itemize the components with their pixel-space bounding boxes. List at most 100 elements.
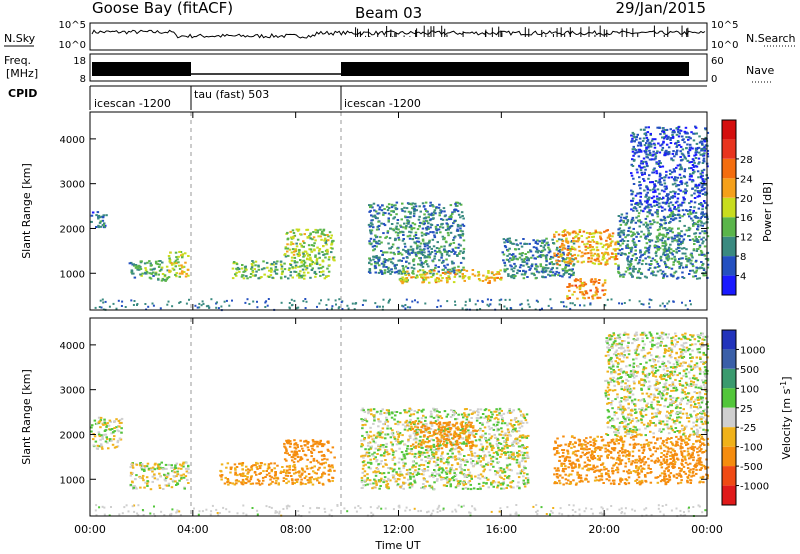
heatmap-cell	[275, 477, 278, 480]
heatmap-cell	[420, 276, 423, 279]
heatmap-cell	[631, 216, 635, 219]
heatmap-cell	[316, 231, 319, 234]
heatmap-cell	[574, 248, 577, 251]
heatmap-cell	[361, 467, 365, 470]
heatmap-cell	[641, 259, 645, 262]
heatmap-cell	[685, 147, 688, 150]
heatmap-cell	[619, 223, 623, 226]
heatmap-cell	[657, 163, 660, 165]
heatmap-cell	[693, 215, 697, 218]
heatmap-cell	[243, 269, 247, 272]
heatmap-cell	[663, 260, 666, 263]
heatmap-cell	[694, 211, 698, 214]
heatmap-cell	[261, 476, 265, 479]
heatmap-cell	[604, 289, 607, 292]
heatmap-cell	[440, 279, 443, 282]
heatmap-cell	[414, 234, 418, 236]
heatmap-cell	[226, 481, 229, 484]
heatmap-cell	[646, 138, 650, 141]
heatmap-cell	[305, 465, 308, 468]
heatmap-cell	[612, 248, 616, 251]
heatmap-cell	[459, 480, 462, 483]
heatmap-cell	[288, 468, 291, 471]
heatmap-cell	[346, 304, 349, 307]
heatmap-cell	[130, 299, 133, 302]
heatmap-cell	[465, 418, 469, 421]
heatmap-cell	[305, 300, 308, 303]
heatmap-cell	[353, 308, 356, 311]
heatmap-cell	[676, 197, 680, 200]
heatmap-cell	[386, 209, 390, 212]
heatmap-cell	[115, 307, 118, 310]
heatmap-cell	[534, 250, 538, 253]
heatmap-cell	[234, 468, 237, 471]
heatmap-cell	[399, 440, 403, 443]
heatmap-cell	[256, 300, 258, 303]
heatmap-cell	[579, 304, 581, 307]
heatmap-cell	[681, 271, 684, 274]
heatmap-cell	[614, 255, 618, 258]
heatmap-cell	[102, 423, 105, 426]
heatmap-cell	[622, 221, 625, 224]
heatmap-cell	[167, 276, 171, 279]
heatmap-cell	[688, 148, 691, 151]
heatmap-cell	[509, 264, 512, 267]
heatmap-cell	[655, 235, 659, 238]
heatmap-cell	[699, 153, 702, 156]
heatmap-cell	[148, 260, 151, 263]
heatmap-cell	[262, 260, 265, 263]
heatmap-cell	[380, 472, 384, 475]
heatmap-cell	[701, 178, 704, 181]
heatmap-cell	[656, 262, 660, 265]
heatmap-cell	[496, 276, 500, 279]
heatmap-cell	[671, 196, 674, 199]
heatmap-cell	[252, 464, 255, 467]
heatmap-cell	[299, 483, 303, 486]
heatmap-cell	[422, 473, 425, 476]
heatmap-cell	[249, 273, 253, 275]
heatmap-cell	[623, 216, 626, 219]
heatmap-cell	[632, 231, 635, 234]
heatmap-cell	[698, 203, 701, 205]
heatmap-cell	[412, 475, 415, 478]
heatmap-cell	[520, 258, 524, 261]
heatmap-cell	[375, 484, 378, 486]
heatmap-cell	[521, 260, 524, 263]
heatmap-cell	[656, 229, 660, 232]
heatmap-cell	[509, 240, 512, 243]
heatmap-cell	[470, 413, 474, 415]
heatmap-cell	[502, 253, 506, 256]
heatmap-cell	[666, 194, 669, 197]
heatmap-cell	[152, 274, 155, 277]
heatmap-cell	[408, 226, 411, 229]
heatmap-cell	[381, 427, 385, 430]
heatmap-cell	[389, 247, 392, 250]
heatmap-cell	[386, 427, 389, 430]
heatmap-cell	[649, 226, 652, 229]
heatmap-cell	[382, 251, 385, 254]
heatmap-cell	[257, 268, 261, 271]
heatmap-cell	[461, 307, 464, 310]
heatmap-cell	[417, 468, 421, 471]
heatmap-cell	[637, 240, 641, 242]
heatmap-cell	[624, 270, 628, 273]
heatmap-cell	[601, 289, 604, 292]
heatmap-cell	[676, 200, 679, 203]
heatmap-cell	[557, 238, 561, 241]
heatmap-cell	[671, 219, 675, 222]
heatmap-cell	[656, 188, 660, 191]
heatmap-cell	[701, 189, 704, 192]
heatmap-cell	[351, 302, 354, 305]
heatmap-cell	[632, 197, 635, 200]
heatmap-cell	[429, 272, 432, 275]
heatmap-cell	[591, 262, 595, 265]
heatmap-cell	[680, 181, 684, 184]
heatmap-cell	[668, 198, 671, 200]
heatmap-cell	[372, 408, 376, 411]
heatmap-cell	[417, 218, 421, 221]
heatmap-cell	[591, 297, 595, 300]
heatmap-cell	[410, 266, 414, 269]
heatmap-cell	[113, 427, 116, 429]
heatmap-cell	[312, 449, 316, 452]
